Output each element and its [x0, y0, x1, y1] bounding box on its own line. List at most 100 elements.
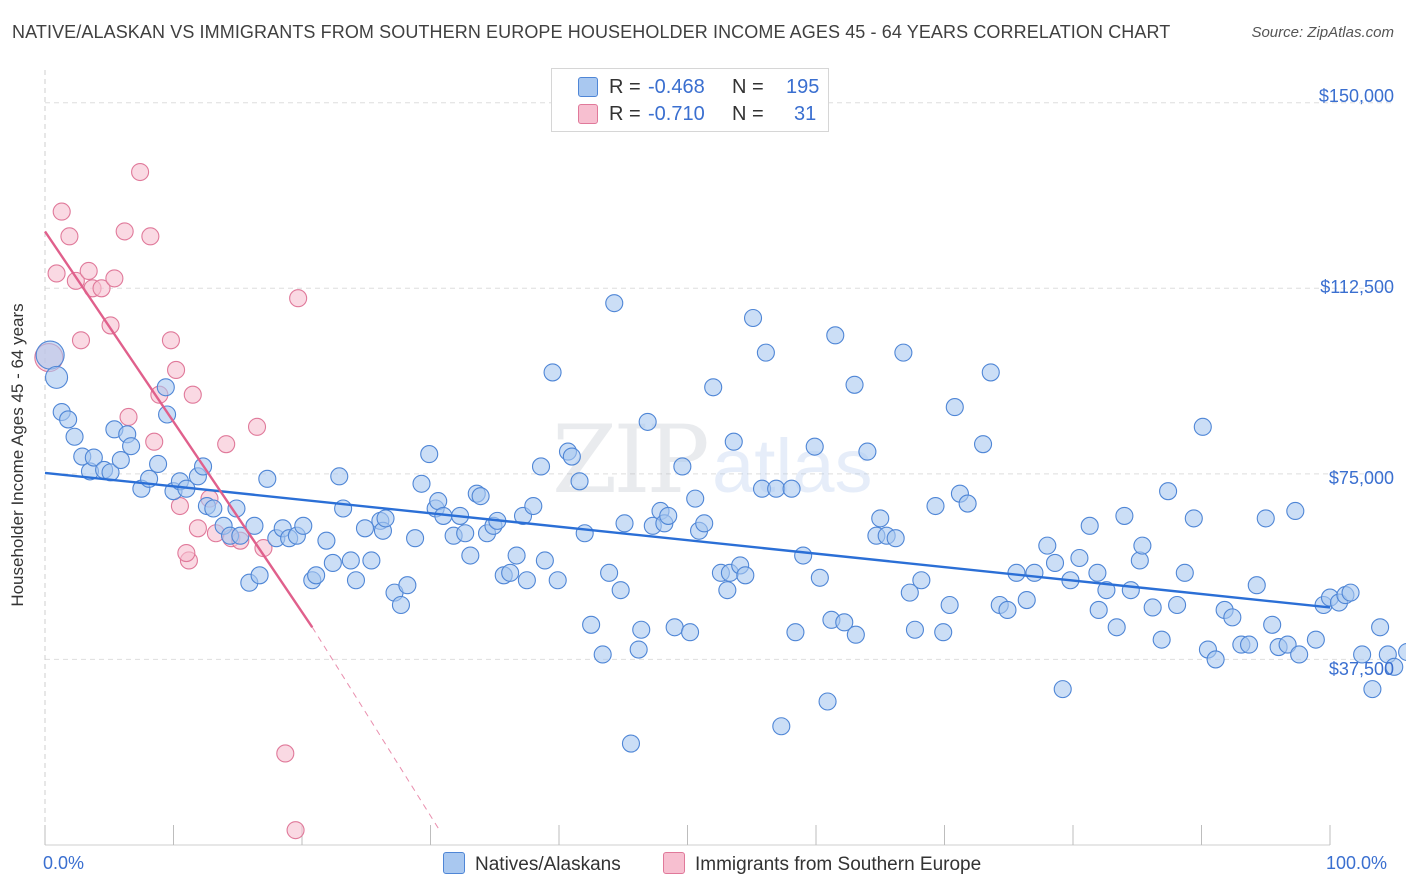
y-tick-label: $150,000	[1318, 86, 1394, 106]
native-point	[1263, 615, 1282, 634]
native-point	[1097, 581, 1116, 600]
native-point	[307, 566, 326, 585]
native-point	[659, 506, 678, 525]
native-point	[912, 571, 931, 590]
legend-swatch-pink	[578, 104, 598, 124]
native-point	[846, 625, 865, 644]
native-point	[1353, 645, 1372, 664]
immigrant-point	[286, 821, 305, 840]
native-point	[1256, 509, 1275, 528]
native-point	[998, 600, 1017, 620]
legend-label-immigrants: Immigrants from Southern Europe	[695, 854, 982, 875]
native-point	[1168, 595, 1187, 615]
native-point	[1121, 581, 1140, 600]
trend-line-immigrants	[44, 230, 314, 628]
native-point	[900, 583, 919, 602]
native-point	[1130, 551, 1149, 570]
legend-r-value: -0.710	[648, 103, 705, 125]
native-point	[1070, 548, 1089, 568]
immigrant-point	[217, 435, 236, 454]
native-point	[471, 487, 490, 506]
y-tick-label: $112,500	[1320, 277, 1394, 297]
native-point	[724, 432, 743, 451]
native-point	[204, 499, 223, 518]
native-point	[958, 494, 977, 513]
native-point	[1152, 630, 1171, 649]
native-point	[1088, 563, 1107, 582]
native-point	[231, 526, 250, 545]
native-point	[582, 615, 601, 634]
immigrant-point	[115, 222, 134, 241]
native-point	[1017, 591, 1036, 610]
legend-n-value: 195	[786, 76, 820, 98]
native-point	[1089, 600, 1108, 620]
native-point	[517, 571, 536, 590]
native-point	[1286, 501, 1305, 521]
immigrant-point	[289, 289, 308, 308]
native-point	[65, 427, 84, 446]
native-point	[736, 566, 755, 585]
bottom-legend-immigrants[interactable]: Immigrants from Southern Europe	[663, 852, 981, 876]
native-point	[1184, 509, 1203, 528]
native-point	[35, 340, 65, 370]
native-point	[84, 448, 103, 467]
native-point	[1290, 645, 1309, 664]
native-point	[376, 509, 395, 528]
immigrant-point	[177, 543, 196, 563]
native-point	[611, 581, 630, 600]
native-point	[111, 450, 130, 470]
native-point	[1159, 482, 1178, 501]
native-point	[346, 571, 366, 590]
native-point	[894, 343, 913, 362]
legend-swatch-pink	[663, 852, 685, 874]
native-point	[1143, 598, 1162, 617]
native-point	[1341, 583, 1360, 602]
native-point	[835, 613, 854, 632]
native-point	[934, 623, 953, 642]
immigrant-point	[52, 202, 71, 221]
native-point	[575, 524, 594, 543]
native-point	[1363, 680, 1382, 699]
native-point	[45, 365, 69, 389]
native-point	[673, 457, 692, 476]
native-point	[1385, 657, 1404, 676]
native-point	[926, 496, 945, 516]
legend-n-label: N =	[732, 103, 764, 125]
legend-r-value: -0.468	[648, 76, 705, 98]
native-point	[1133, 536, 1152, 555]
immigrant-point	[47, 264, 66, 283]
immigrant-point	[247, 417, 267, 436]
bottom-legend-natives[interactable]: Natives/Alaskans	[443, 852, 621, 876]
native-point	[629, 640, 648, 659]
immigrant-point	[145, 432, 164, 451]
native-point	[461, 546, 480, 565]
native-point	[1107, 618, 1126, 637]
native-point	[1239, 635, 1259, 654]
immigrant-point	[167, 360, 186, 380]
immigrant-point	[183, 385, 202, 404]
native-point	[149, 454, 168, 474]
native-point	[122, 437, 141, 456]
trend-lines	[44, 230, 1331, 831]
native-point	[1306, 630, 1325, 649]
native-point	[507, 546, 526, 565]
native-point	[355, 519, 375, 538]
native-point	[973, 435, 993, 454]
native-point	[772, 717, 791, 736]
native-point	[905, 620, 924, 639]
trend-line-natives	[44, 471, 1331, 609]
series-natives-alaskans	[35, 294, 1406, 753]
native-point	[794, 546, 813, 565]
native-point	[406, 529, 425, 548]
native-point	[250, 566, 269, 585]
correlation-legend: R = -0.468 N = 195 R = -0.710 N = 31	[551, 68, 829, 132]
native-point	[501, 563, 520, 582]
native-point	[1115, 506, 1134, 525]
native-point	[1053, 680, 1072, 699]
immigrant-point	[188, 519, 207, 538]
native-point	[1175, 563, 1194, 582]
native-point	[810, 568, 829, 587]
native-point	[621, 734, 641, 753]
native-point	[858, 442, 877, 461]
native-point	[704, 378, 723, 397]
